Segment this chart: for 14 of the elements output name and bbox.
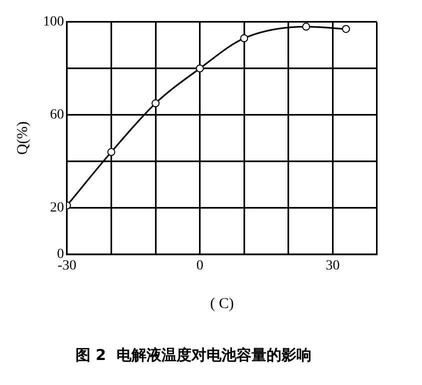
y-tick-label: 20 [50, 200, 64, 216]
point [302, 22, 310, 31]
point [342, 24, 350, 33]
point [240, 34, 248, 42]
x-tick-label: 30 [326, 258, 340, 274]
point [107, 148, 116, 156]
point [152, 99, 160, 108]
y-axis-title: Q(%) [14, 121, 31, 155]
point [196, 64, 204, 72]
text: 图 2 电解液温度对电池容量的影响 [75, 346, 312, 364]
x-tick-label: 0 [196, 258, 204, 274]
y-tick-label: 100 [43, 14, 64, 30]
x-axis-title: ( C) [210, 296, 234, 312]
y-tick-label: 60 [50, 108, 64, 123]
